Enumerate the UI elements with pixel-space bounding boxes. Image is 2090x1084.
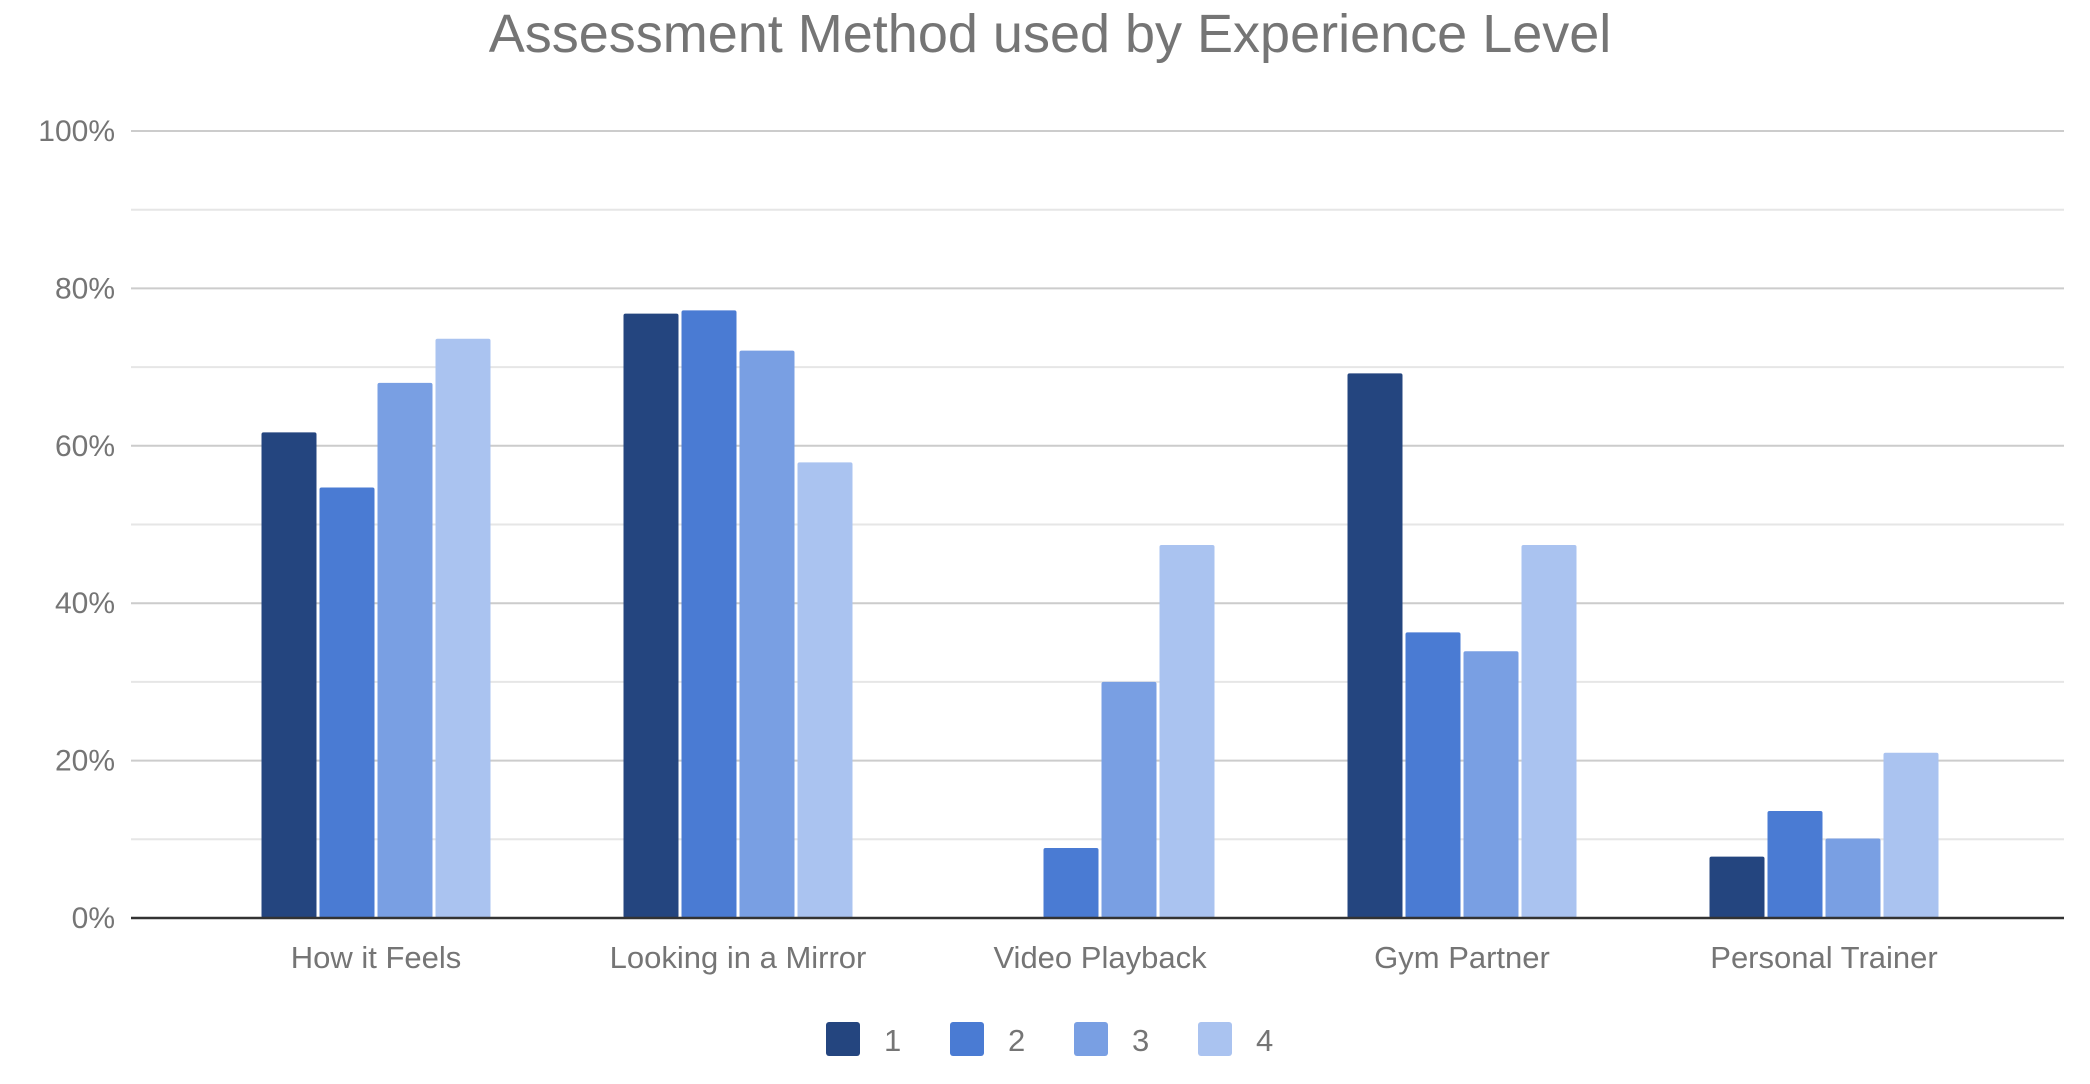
y-tick-label: 80% bbox=[55, 272, 115, 305]
legend-swatch-2 bbox=[950, 1022, 984, 1056]
x-tick-label: Looking in a Mirror bbox=[610, 940, 867, 975]
bar-how-it-feels-series-4 bbox=[435, 338, 491, 918]
legend-swatch-4 bbox=[1198, 1022, 1232, 1056]
bar-gym-partner-series-4 bbox=[1521, 544, 1577, 918]
y-tick-label: 60% bbox=[55, 430, 115, 463]
bar-how-it-feels-series-1 bbox=[261, 432, 317, 918]
chart-title: Assessment Method used by Experience Lev… bbox=[489, 4, 1612, 64]
x-tick-label: Personal Trainer bbox=[1710, 940, 1937, 975]
bar-gym-partner-series-3 bbox=[1463, 651, 1519, 918]
legend-label: 2 bbox=[1008, 1023, 1025, 1058]
bar-gym-partner-series-1 bbox=[1347, 373, 1403, 918]
bar-gym-partner-series-2 bbox=[1405, 632, 1461, 918]
bar-video-playback-series-2 bbox=[1043, 847, 1099, 918]
x-axis-labels: How it Feels Looking in a Mirror Video Pla… bbox=[291, 940, 1938, 975]
bar-looking-in-a-mirror-series-1 bbox=[623, 313, 679, 919]
bar-video-playback-series-4 bbox=[1159, 544, 1215, 918]
bar-looking-in-a-mirror-series-2 bbox=[681, 310, 737, 918]
x-tick-label: How it Feels bbox=[291, 940, 462, 975]
y-tick-label: 20% bbox=[55, 745, 115, 778]
bar-looking-in-a-mirror-series-4 bbox=[797, 462, 853, 918]
bars bbox=[261, 310, 1939, 919]
legend-swatch-3 bbox=[1074, 1022, 1108, 1056]
bar-how-it-feels-series-2 bbox=[319, 487, 375, 918]
bar-personal-trainer-series-3 bbox=[1825, 838, 1881, 918]
legend-label: 1 bbox=[884, 1023, 901, 1058]
bar-personal-trainer-series-1 bbox=[1709, 856, 1765, 918]
legend-label: 4 bbox=[1256, 1023, 1273, 1058]
legend: 1 2 3 4 bbox=[826, 1022, 1273, 1058]
bar-how-it-feels-series-3 bbox=[377, 382, 433, 919]
y-tick-label: 100% bbox=[38, 115, 115, 148]
y-tick-label: 40% bbox=[55, 587, 115, 620]
x-tick-label: Gym Partner bbox=[1374, 940, 1550, 975]
bar-video-playback-series-3 bbox=[1101, 681, 1157, 918]
legend-swatch-1 bbox=[826, 1022, 860, 1056]
y-tick-label: 0% bbox=[72, 902, 115, 935]
y-axis-ticks: 0% 20% 40% 60% 80% 100% bbox=[38, 115, 115, 935]
legend-label: 3 bbox=[1132, 1023, 1149, 1058]
x-tick-label: Video Playback bbox=[993, 940, 1207, 975]
bar-personal-trainer-series-2 bbox=[1767, 810, 1823, 918]
bar-personal-trainer-series-4 bbox=[1883, 752, 1939, 918]
bar-looking-in-a-mirror-series-3 bbox=[739, 350, 795, 918]
